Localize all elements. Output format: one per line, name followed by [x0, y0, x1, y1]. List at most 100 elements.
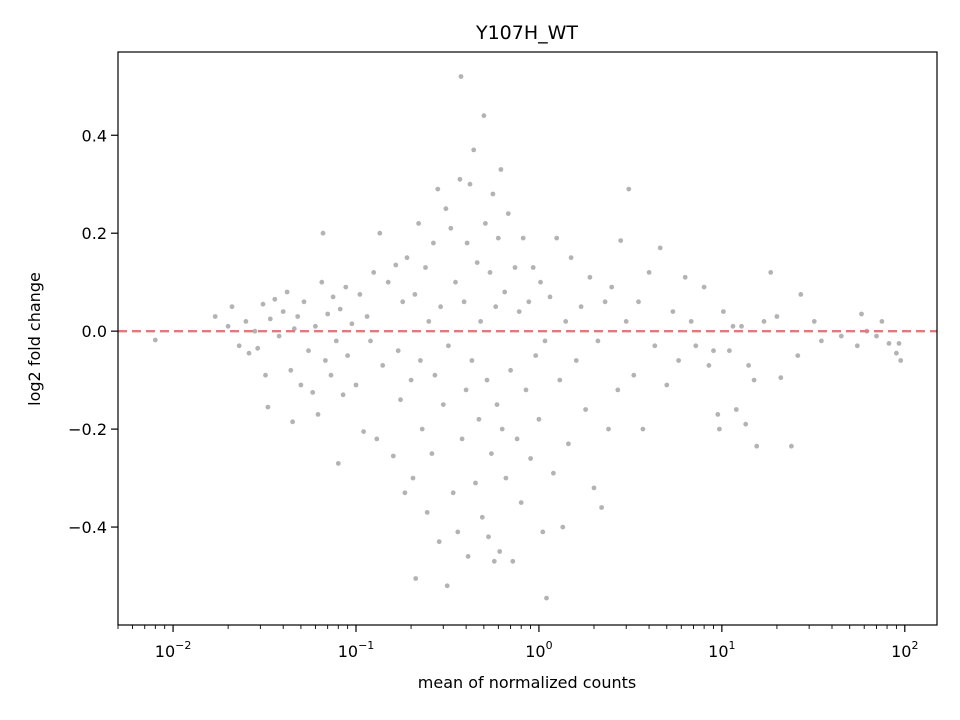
data-point: [819, 338, 824, 344]
data-point: [429, 451, 435, 456]
data-point: [727, 348, 732, 354]
data-point: [789, 443, 794, 449]
data-point: [523, 387, 529, 393]
y-tick-label: −0.2: [68, 420, 107, 439]
data-point: [424, 510, 430, 515]
data-point: [898, 358, 904, 363]
data-point: [498, 167, 504, 172]
data-point: [267, 316, 273, 322]
data-point: [538, 279, 543, 285]
data-point: [440, 402, 446, 407]
data-point: [518, 500, 524, 505]
data-point: [333, 338, 339, 344]
data-point: [626, 186, 632, 192]
data-point: [337, 306, 343, 312]
data-point: [436, 539, 442, 545]
data-points: [152, 74, 904, 601]
data-point: [478, 319, 483, 324]
data-point: [494, 402, 500, 407]
y-tick-label: 0.0: [82, 322, 107, 341]
data-point: [730, 323, 736, 329]
x-axis-ticks: 10−2 10−1 100 101 102: [117, 625, 918, 661]
data-point: [636, 299, 641, 305]
y-tick-label: 0.2: [82, 224, 107, 243]
data-point: [751, 377, 757, 383]
data-point: [345, 353, 350, 358]
data-point: [595, 338, 601, 344]
data-point: [459, 436, 465, 442]
data-point: [398, 397, 403, 403]
data-point: [795, 353, 801, 358]
data-point: [313, 323, 318, 329]
data-point: [894, 350, 899, 356]
data-point: [879, 319, 885, 324]
data-point: [706, 363, 712, 368]
data-point: [453, 279, 458, 285]
data-point: [886, 341, 892, 346]
data-point: [566, 441, 571, 447]
data-point: [419, 426, 425, 432]
data-point: [458, 74, 464, 79]
data-point: [418, 358, 423, 363]
data-point: [461, 299, 467, 305]
data-point: [412, 292, 418, 297]
data-point: [896, 341, 902, 346]
data-point: [631, 372, 637, 378]
data-point: [670, 309, 676, 314]
data-point: [368, 338, 373, 344]
data-point: [746, 363, 751, 368]
data-point: [265, 404, 271, 410]
data-point: [357, 292, 363, 297]
data-point: [298, 382, 304, 388]
data-point: [533, 353, 539, 358]
data-point: [530, 265, 536, 270]
data-point: [510, 558, 516, 564]
data-point: [463, 387, 469, 393]
data-point: [493, 304, 499, 310]
data-point: [328, 372, 334, 378]
data-point: [778, 375, 784, 381]
data-point: [578, 304, 584, 310]
data-point: [431, 240, 436, 246]
data-point: [413, 576, 419, 581]
data-point: [212, 314, 218, 319]
data-point: [693, 343, 699, 349]
data-point: [503, 475, 509, 481]
x-tick-label: 10−1: [338, 639, 375, 661]
data-point: [343, 284, 349, 290]
data-point: [798, 292, 804, 297]
data-point: [291, 326, 297, 332]
data-point: [400, 299, 406, 305]
data-point: [335, 461, 341, 466]
x-tick-label: 102: [891, 639, 918, 661]
data-point: [310, 390, 316, 395]
data-point: [768, 270, 774, 275]
data-point: [657, 245, 663, 251]
data-point: [484, 377, 490, 383]
data-point: [497, 549, 503, 554]
chart-title: Y107H_WT: [475, 22, 578, 44]
y-tick-label: −0.4: [68, 518, 107, 537]
data-point: [380, 363, 386, 368]
data-point: [874, 333, 879, 339]
data-point: [225, 323, 231, 329]
data-point: [682, 274, 688, 280]
x-axis-label: mean of normalized counts: [418, 673, 636, 692]
data-point: [473, 480, 478, 486]
data-point: [508, 367, 513, 373]
data-point: [443, 206, 449, 212]
data-point: [514, 436, 520, 442]
data-point: [260, 301, 266, 307]
data-point: [469, 358, 475, 363]
data-point: [252, 328, 258, 334]
data-point: [330, 294, 336, 300]
data-point: [377, 230, 383, 236]
data-point: [717, 426, 722, 432]
data-point: [602, 299, 608, 305]
data-point: [646, 270, 652, 275]
data-point: [374, 436, 380, 442]
data-point: [353, 382, 359, 388]
data-point: [761, 319, 767, 324]
x-tick-label: 101: [708, 639, 735, 661]
